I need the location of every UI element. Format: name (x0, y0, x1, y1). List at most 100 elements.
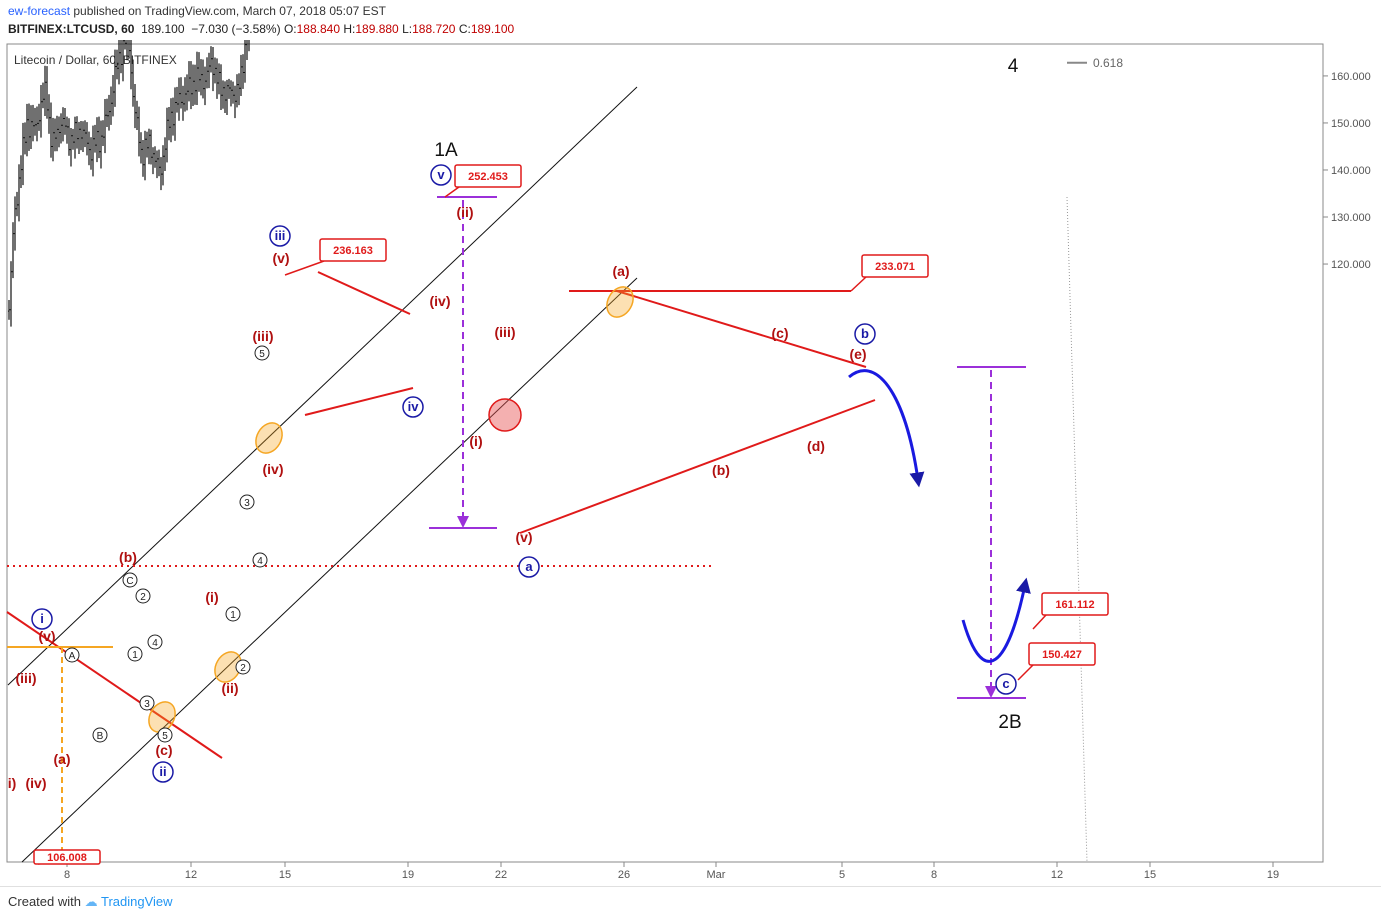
x-tick-label: 19 (1267, 869, 1279, 881)
wave-circle-black (122, 572, 138, 588)
wave-circle-black (127, 646, 143, 662)
wave-label-black: B (97, 731, 104, 742)
callout-pointer (1017, 664, 1034, 681)
orange-ellipse (606, 286, 634, 318)
l-label: L: (402, 22, 413, 36)
price-callout-box (1028, 642, 1096, 666)
price-callout-box (454, 164, 522, 188)
wave-label-blue: ii (159, 764, 166, 779)
y-axis: 280.000270.000260.000250.000240.000230.0… (1323, 71, 1371, 271)
orange-ellipse (214, 651, 242, 683)
wave-label-red: (v) (272, 250, 289, 266)
price-callout-label: 252.453 (468, 171, 508, 183)
tradingview-link[interactable]: TradingView (101, 894, 173, 909)
wave-label-black: 1 (132, 650, 138, 661)
fib-level-label: 0.618 (1093, 56, 1123, 70)
last-price: 189.100 (141, 22, 185, 36)
wave-circle-blue (31, 608, 53, 630)
published-text: published on TradingView.com, March 07, … (73, 4, 387, 18)
wave-circle-black (157, 727, 173, 743)
wave-label-black: 3 (244, 498, 250, 509)
y-tick-label: 160.000 (1331, 71, 1371, 83)
price-callout-label: 233.071 (875, 261, 915, 273)
publisher-link[interactable]: ew-forecast (8, 4, 71, 18)
price-callout-label: 236.163 (333, 245, 373, 257)
x-tick-label: 8 (931, 869, 937, 881)
wave-label-black: 5 (162, 731, 168, 742)
trendline (519, 399, 876, 534)
price-callout-box (861, 254, 929, 278)
callout-pointer (284, 260, 325, 276)
wave-label-red: (a) (612, 263, 629, 279)
y-tick-label: 120.000 (1331, 259, 1371, 271)
x-tick-label: Mar (707, 869, 726, 881)
wave-label-black: 1 (230, 610, 236, 621)
y-tick-label: 140.000 (1331, 165, 1371, 177)
ohlc-line: BITFINEX:LTCUSD, 60 189.100 −7.030 (−3.5… (8, 22, 514, 36)
x-tick-label: 15 (279, 869, 291, 881)
price-change: −7.030 (−3.58%) (191, 22, 281, 36)
x-tick-label: 5 (839, 869, 845, 881)
wave-circle-black (139, 695, 155, 711)
wave-circle-black (235, 659, 251, 675)
wave-circle-black (147, 634, 163, 650)
fib-trend-line (1066, 196, 1088, 863)
wave-label-red: (iv) (263, 461, 284, 477)
callout-pointer (1032, 614, 1047, 630)
h-label: H: (343, 22, 356, 36)
wave-label-red: (v) (38, 628, 55, 644)
wave-circle-blue (269, 225, 291, 247)
wave-circle-black (254, 345, 270, 361)
wave-label-red: (v) (515, 529, 532, 545)
wave-circle-black (135, 588, 151, 604)
wave-circle-blue (518, 556, 540, 578)
wave-label-red: (d) (807, 438, 825, 454)
wave-circle-black (64, 647, 80, 663)
callout-pointer (850, 276, 867, 292)
price-callout-label: 106.008 (47, 852, 87, 864)
wave-label-black: 4 (152, 638, 158, 649)
wave-label-red: (iii) (16, 670, 37, 686)
o-label: O: (283, 22, 297, 36)
wave-annotations: 00.3820.50.618252.453236.163233.071161.1… (6, 56, 1123, 865)
x-tick-label: 8 (64, 869, 70, 881)
wave-label-black: 3 (144, 699, 150, 710)
wave-circle-blue (430, 164, 452, 186)
wave-label-red: (b) (119, 549, 137, 565)
price-callout-box (1041, 592, 1109, 616)
red-circle-marker (488, 398, 522, 432)
symbol-label: BITFINEX:LTCUSD, 60 (8, 22, 135, 36)
wave-label-black: A (69, 651, 76, 662)
price-callout-label: 161.112 (1055, 599, 1094, 611)
price-callout-box (33, 849, 101, 865)
wave-label-red: (c) (155, 742, 172, 758)
wave-circle-blue (854, 323, 876, 345)
open-value: 188.840 (296, 22, 340, 36)
x-tick-label: 15 (1144, 869, 1156, 881)
wave-label-red: (c) (771, 325, 788, 341)
x-tick-label: 12 (185, 869, 197, 881)
wave-label-blue: i (40, 611, 44, 626)
wave-label-red: (i) (205, 589, 218, 605)
price-callout-label: 150.427 (1042, 649, 1082, 661)
wave-label-black: 5 (259, 349, 265, 360)
close-value: 189.100 (470, 22, 515, 36)
wave-label-black: C (126, 576, 133, 587)
wave-label-red: (iv) (26, 775, 47, 791)
wave-label-black: 2 (140, 592, 146, 603)
wave-label-red: (e) (849, 346, 866, 362)
wave-label-red: (b) (712, 462, 730, 478)
orange-ellipse (255, 422, 283, 454)
wave-label-red: (iv) (430, 293, 451, 309)
trendline (6, 611, 223, 759)
wave-label-blue: iv (408, 399, 420, 414)
wave-degree-label: 2B (998, 712, 1021, 733)
wave-circle-blue (995, 673, 1017, 695)
plot-frame (6, 43, 1324, 863)
price-chart[interactable]: Litecoin / Dollar, 60, BITFINEX 280.0002… (0, 40, 1381, 885)
candle-series (8, 40, 250, 327)
high-value: 189.880 (355, 22, 399, 36)
c-label: C: (458, 22, 471, 36)
orange-ellipse (148, 701, 176, 733)
trendline (304, 387, 414, 416)
